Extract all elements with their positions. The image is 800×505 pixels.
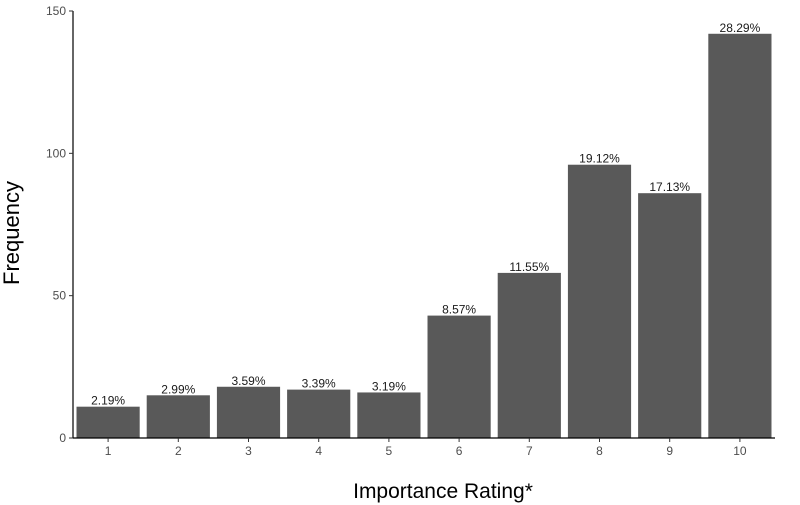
bar-1	[76, 406, 140, 438]
data-label-5: 3.19%	[372, 379, 406, 393]
y-tick-label-100: 100	[46, 146, 66, 160]
bars-group	[76, 33, 772, 438]
data-label-6: 8.57%	[442, 303, 476, 317]
data-label-9: 17.13%	[649, 180, 690, 194]
bar-10	[708, 33, 772, 438]
x-tick-label-10: 10	[733, 444, 747, 458]
data-label-3: 3.59%	[231, 374, 265, 388]
bar-4	[287, 389, 351, 438]
y-axis-ticks: 0 50 100 150	[46, 4, 73, 445]
x-tick-label-8: 8	[596, 444, 603, 458]
x-tick-label-7: 7	[526, 444, 533, 458]
y-axis-title: Frequency	[0, 181, 24, 285]
data-label-4: 3.39%	[302, 377, 336, 391]
x-axis-ticks: 1 2 3 4 5 6 7 8 9 10	[105, 438, 747, 458]
data-label-7: 11.55%	[509, 260, 549, 274]
y-tick-label-150: 150	[46, 4, 66, 18]
bar-5	[357, 392, 421, 438]
y-tick-label-50: 50	[53, 289, 67, 303]
x-tick-label-4: 4	[315, 444, 322, 458]
data-label-8: 19.12%	[579, 152, 620, 166]
data-label-2: 2.99%	[161, 382, 195, 396]
data-label-1: 2.19%	[91, 394, 125, 408]
x-tick-label-5: 5	[386, 444, 393, 458]
bar-2	[146, 395, 210, 438]
bar-7	[497, 272, 561, 438]
y-tick-label-0: 0	[59, 431, 66, 445]
x-tick-label-6: 6	[456, 444, 463, 458]
x-tick-label-1: 1	[105, 444, 112, 458]
bar-3	[216, 386, 281, 438]
x-axis-title: Importance Rating*	[353, 480, 533, 503]
data-label-10: 28.29%	[720, 21, 761, 35]
x-tick-label-9: 9	[666, 444, 673, 458]
x-tick-label-3: 3	[245, 444, 252, 458]
bar-9	[638, 193, 702, 438]
bar-8	[567, 164, 632, 438]
data-labels-group: 2.19% 2.99% 3.59% 3.39% 3.19% 8.57% 11.55% 19.1…	[91, 21, 760, 408]
x-tick-label-2: 2	[175, 444, 182, 458]
bar-6	[427, 315, 491, 438]
